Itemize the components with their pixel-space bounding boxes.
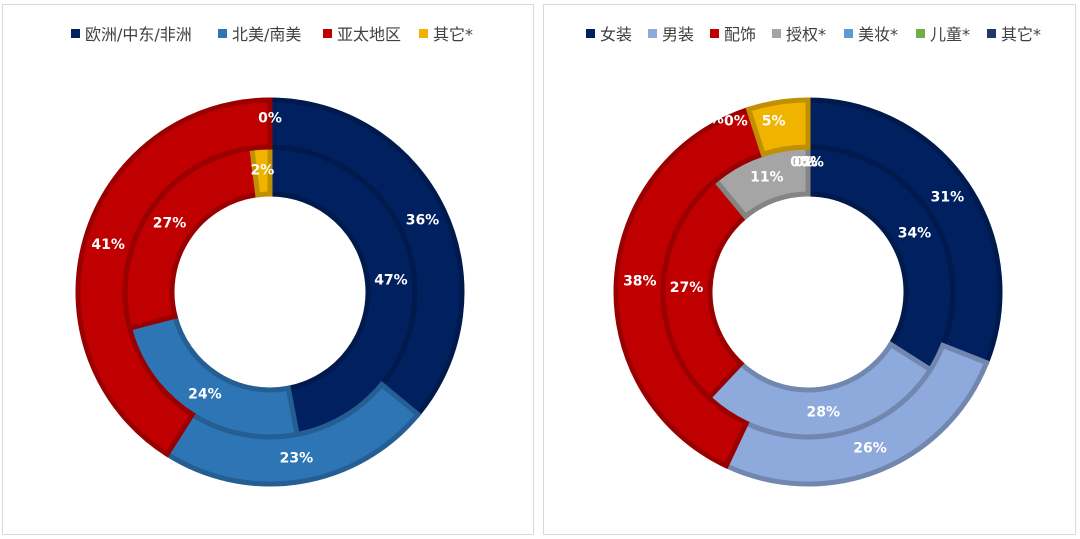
data-label-inner-1: 24% [188, 387, 222, 403]
legend-item-americas: 北美/南美 [218, 21, 301, 45]
legend-swatch-womenswear [586, 28, 595, 38]
legend-swatch-emea [71, 28, 80, 38]
legend-swatch-beauty [844, 28, 853, 38]
legend-item-apac: 亚太地区 [323, 21, 401, 45]
data-label-outer-0: 31% [931, 189, 965, 205]
legend-swatch-kids [916, 28, 925, 38]
data-label-inner-4: 0% [790, 155, 814, 171]
legend-label-americas: 北美/南美 [232, 25, 302, 44]
donut-chart-region: 47% 24% 27% 2% 36% 23% 41% 0% [75, 97, 465, 487]
legend-label-emea: 欧洲/中东/非洲 [85, 25, 192, 44]
legend-swatch-accessories [710, 28, 719, 38]
legend-swatch-licensing [772, 28, 781, 38]
data-label-outer-3: 0% [684, 114, 708, 130]
data-label-inner-0: 34% [898, 225, 932, 241]
chart-panel-region: 欧洲/中东/非洲 北美/南美 亚太地区 其它* 47% 24% 27% 2% 36% 23… [2, 4, 534, 535]
data-label-outer-0: 36% [406, 212, 440, 228]
legend-region: 欧洲/中东/非洲 北美/南美 亚太地区 其它* [3, 21, 533, 47]
legend-swatch-menswear [648, 28, 657, 38]
legend-label-accessories: 配饰 [724, 25, 757, 44]
legend-swatch-other-cat [987, 28, 996, 38]
chart-panel-category: 女装 男装 配饰 授权* 美妆* 儿童* 其它* 34% 28% 27% 11% 0% 0… [543, 4, 1076, 535]
legend-label-licensing: 授权* [786, 25, 827, 44]
data-label-inner-1: 28% [806, 405, 840, 421]
legend-item-other: 其它* [987, 21, 1041, 45]
donut-segment-outer-6 [745, 97, 811, 158]
data-label-outer-6: 5% [762, 114, 786, 130]
data-label-outer-5: 0% [724, 114, 748, 130]
legend-category: 女装 男装 配饰 授权* 美妆* 儿童* 其它* [544, 21, 1075, 47]
legend-swatch-americas [218, 28, 227, 38]
data-label-outer-1: 23% [280, 450, 314, 466]
data-label-inner-3: 11% [750, 170, 784, 186]
legend-item-other: 其它* [419, 21, 473, 45]
legend-item-womenswear: 女装 [586, 21, 632, 45]
data-label-outer-3: 0% [258, 111, 282, 127]
legend-item-emea: 欧洲/中东/非洲 [71, 21, 192, 45]
legend-swatch-apac [323, 28, 332, 38]
legend-item-menswear: 男装 [648, 21, 694, 45]
data-label-outer-2: 41% [91, 237, 125, 253]
data-label-inner-6: 0% [794, 155, 818, 171]
data-label-outer-2: 38% [623, 273, 657, 289]
legend-label-womenswear: 女装 [600, 25, 633, 44]
legend-label-other: 其它* [433, 25, 474, 44]
donut-chart-category: 34%28%27%11%0%0%0%31%26%38%0%0% 0% 5% [613, 97, 1003, 487]
data-label-outer-1: 26% [853, 441, 887, 457]
legend-label-kids: 儿童* [930, 25, 971, 44]
data-label-inner-5: 0% [800, 155, 824, 171]
donut-segment-outer-2 [613, 106, 767, 470]
data-label-inner-2: 27% [153, 216, 187, 232]
legend-item-beauty: 美妆* [844, 21, 898, 45]
legend-item-kids: 儿童* [916, 21, 970, 45]
legend-label-beauty: 美妆* [858, 25, 899, 44]
legend-item-licensing: 授权* [772, 21, 826, 45]
data-label-outer-4: 0% [700, 112, 724, 128]
data-label-inner-2: 27% [670, 280, 704, 296]
legend-label-apac: 亚太地区 [337, 25, 402, 44]
data-label-inner-3: 2% [250, 163, 274, 179]
legend-swatch-other [419, 28, 428, 38]
legend-item-accessories: 配饰 [710, 21, 756, 45]
donut-segment-outer-2 [75, 97, 273, 458]
data-label-inner-0: 47% [374, 273, 408, 289]
legend-label-menswear: 男装 [662, 25, 695, 44]
legend-label-other-cat: 其它* [1001, 25, 1042, 44]
donut-segment-outer-0 [267, 97, 465, 418]
